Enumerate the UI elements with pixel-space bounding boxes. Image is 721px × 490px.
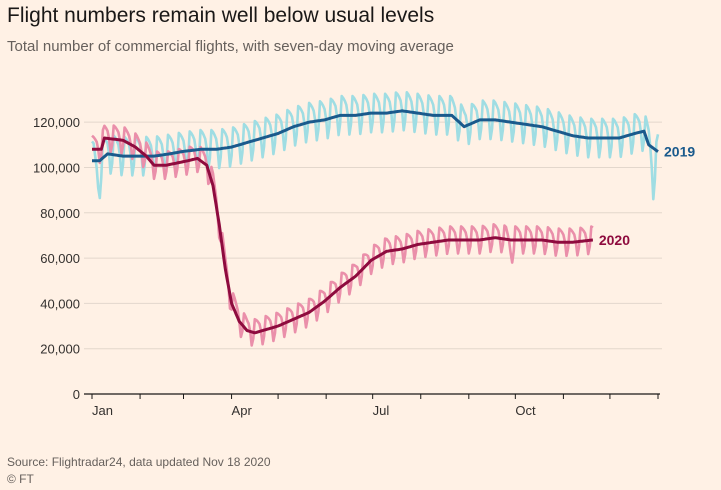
chart-subtitle: Total number of commercial flights, with… [7, 38, 454, 55]
y-axis: 0 20,000 40,000 60,000 80,000 100,000 120,000 [33, 115, 80, 402]
x-tick-label: Jan [92, 403, 113, 418]
series-labels: 2019 2020 [599, 144, 695, 248]
y-tick-label: 20,000 [40, 342, 80, 357]
x-tick-label: Oct [515, 403, 536, 418]
series-label-2020: 2020 [599, 232, 630, 248]
y-tick-label: 0 [73, 387, 80, 402]
y-tick-label: 100,000 [33, 160, 80, 175]
y-tick-label: 120,000 [33, 115, 80, 130]
series-2020-average-line [92, 136, 593, 335]
y-tick-label: 60,000 [40, 251, 80, 266]
credit-note: © FT [7, 472, 34, 486]
y-tick-label: 80,000 [40, 206, 80, 221]
series-2019-daily-line [91, 91, 660, 201]
flights-chart: 020,00040,00060,00080,000100,000120,000 … [33, 91, 695, 418]
series-2020-daily-line [91, 124, 594, 347]
y-tick-label: 40,000 [40, 296, 80, 311]
series-group [91, 91, 660, 347]
chart-title: Flight numbers remain well below usual l… [7, 4, 435, 27]
x-tick-label: Jul [373, 403, 390, 418]
series-2019-average-line [92, 109, 659, 163]
series-label-2019: 2019 [664, 144, 695, 160]
x-axis: Jan Apr Jul Oct [84, 393, 660, 418]
source-note: Source: Flightradar24, data updated Nov … [7, 455, 271, 469]
x-tick-label: Apr [232, 403, 253, 418]
